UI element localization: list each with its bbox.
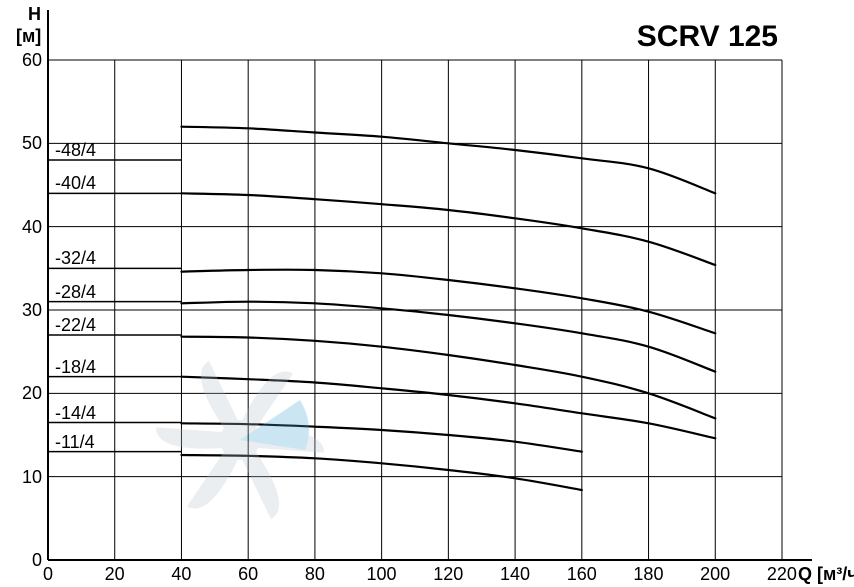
- x-tick-label: 180: [633, 564, 663, 585]
- y-tick-label: 10: [22, 467, 42, 488]
- series-label: -48/4: [55, 140, 96, 161]
- x-tick-label: 160: [567, 564, 597, 585]
- y-tick-label: 60: [22, 50, 42, 71]
- series-label: -32/4: [55, 248, 96, 269]
- chart-title: SCRV 125: [637, 20, 778, 54]
- x-tick-label: 100: [367, 564, 397, 585]
- axes: [48, 10, 812, 560]
- y-tick-label: 30: [22, 300, 42, 321]
- x-tick-label: 60: [238, 564, 258, 585]
- y-tick-label: 0: [32, 550, 42, 571]
- x-tick-label: 200: [700, 564, 730, 585]
- series-label: -18/4: [55, 357, 96, 378]
- pump-curve-chart: SCRV 125 H [м] Q [м³/ч] 0 10 20 30 40 50 60 0 20…: [0, 0, 854, 587]
- x-axis-label: Q [м³/ч]: [798, 564, 854, 585]
- x-tick-label: 140: [500, 564, 530, 585]
- x-tick-label: 0: [43, 564, 53, 585]
- x-tick-label: 40: [171, 564, 191, 585]
- series-label: -14/4: [55, 403, 96, 424]
- x-tick-label: 80: [305, 564, 325, 585]
- series-label: -22/4: [55, 315, 96, 336]
- y-tick-label: 40: [22, 217, 42, 238]
- series-label: -28/4: [55, 282, 96, 303]
- y-axis-label-unit: [м]: [16, 26, 41, 47]
- y-tick-label: 20: [22, 383, 42, 404]
- x-tick-label: 220: [767, 564, 797, 585]
- y-axis-label-H: H: [28, 4, 41, 25]
- series-label: -11/4: [55, 432, 95, 453]
- x-tick-label: 20: [105, 564, 125, 585]
- chart-svg: [0, 0, 854, 587]
- x-tick-label: 120: [433, 564, 463, 585]
- y-tick-label: 50: [22, 133, 42, 154]
- grid: [48, 60, 782, 560]
- series-label: -40/4: [55, 173, 96, 194]
